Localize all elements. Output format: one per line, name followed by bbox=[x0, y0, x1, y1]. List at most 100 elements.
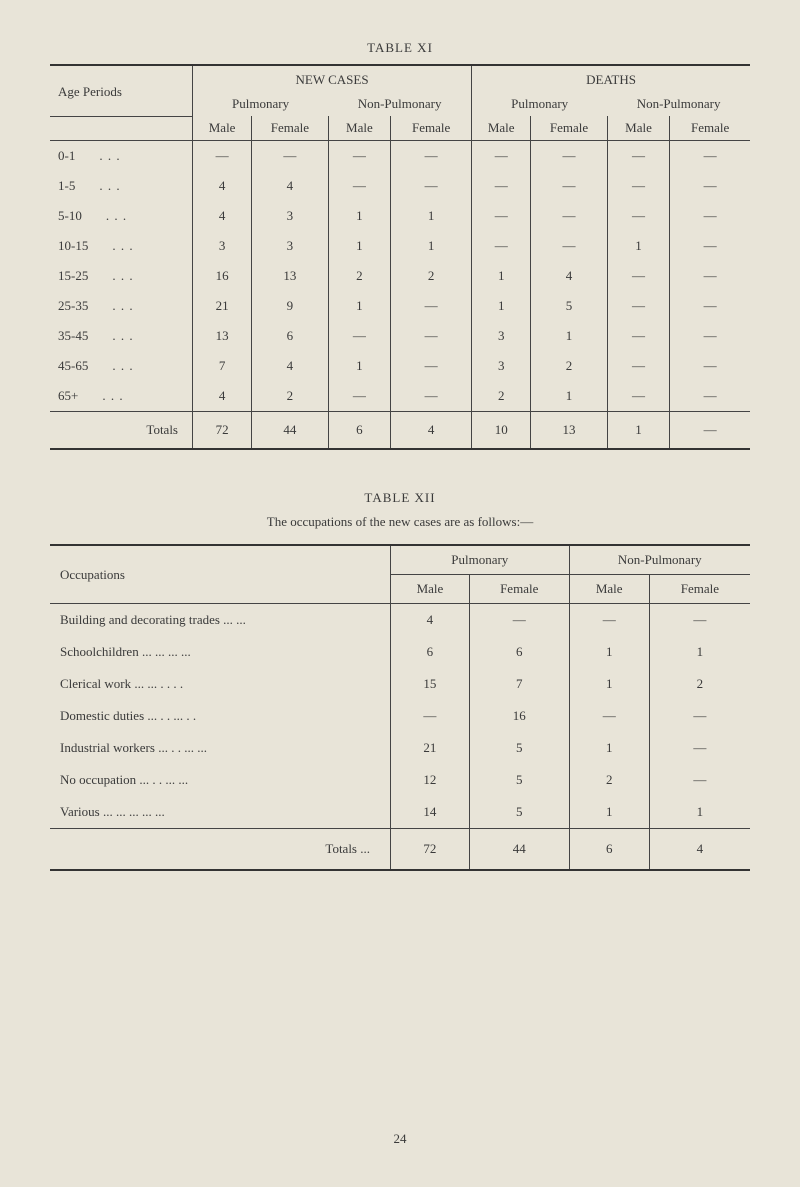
cell: — bbox=[607, 321, 670, 351]
cell: — bbox=[469, 604, 569, 637]
t1-tot-ncnf: 4 bbox=[391, 412, 472, 450]
cell: — bbox=[649, 732, 750, 764]
col-d-nonpulmonary: Non-Pulmonary bbox=[607, 92, 750, 116]
cell: 2 bbox=[391, 261, 472, 291]
cell: — bbox=[569, 604, 649, 637]
cell: 35-45. . . bbox=[50, 321, 193, 351]
t2-tot-pf: 44 bbox=[469, 829, 569, 871]
col-t2-nonpulmonary: Non-Pulmonary bbox=[569, 545, 750, 575]
cell: 9 bbox=[252, 291, 328, 321]
cell: — bbox=[607, 351, 670, 381]
page-number: 24 bbox=[50, 1131, 750, 1147]
table-row: 45-65. . .741—32—— bbox=[50, 351, 750, 381]
cell: 1 bbox=[472, 261, 531, 291]
cell: 1 bbox=[391, 201, 472, 231]
cell: 15-25. . . bbox=[50, 261, 193, 291]
cell: — bbox=[649, 764, 750, 796]
t1-tot-dnm: 1 bbox=[607, 412, 670, 450]
cell: 13 bbox=[193, 321, 252, 351]
cell: 7 bbox=[193, 351, 252, 381]
cell: 2 bbox=[472, 381, 531, 412]
cell: 16 bbox=[469, 700, 569, 732]
table-row: Building and decorating trades ... ...4—… bbox=[50, 604, 750, 637]
cell: — bbox=[391, 171, 472, 201]
cell: 3 bbox=[472, 321, 531, 351]
cell: 1 bbox=[328, 291, 391, 321]
cell: — bbox=[391, 141, 472, 172]
cell: 16 bbox=[193, 261, 252, 291]
cell: — bbox=[391, 291, 472, 321]
col-t2-pf: Female bbox=[469, 575, 569, 604]
cell: — bbox=[670, 201, 750, 231]
col-t2-nf: Female bbox=[649, 575, 750, 604]
table-row: 1-5. . .44—————— bbox=[50, 171, 750, 201]
t2-tot-nm: 6 bbox=[569, 829, 649, 871]
cell: 1 bbox=[649, 636, 750, 668]
col-deaths: DEATHS bbox=[472, 65, 750, 92]
cell: Building and decorating trades ... ... bbox=[50, 604, 391, 637]
table2-caption: The occupations of the new cases are as … bbox=[50, 514, 750, 530]
cell: — bbox=[391, 321, 472, 351]
cell: — bbox=[391, 381, 472, 412]
col-d-nm: Male bbox=[607, 116, 670, 141]
col-d-pf: Female bbox=[531, 116, 607, 141]
cell: — bbox=[670, 171, 750, 201]
cell: — bbox=[670, 141, 750, 172]
col-age-periods: Age Periods bbox=[50, 65, 193, 116]
table-row: 5-10. . .4311———— bbox=[50, 201, 750, 231]
cell: 5 bbox=[469, 764, 569, 796]
table-row: Industrial workers ... . . ... ...2151— bbox=[50, 732, 750, 764]
table-row: 0-1. . .———————— bbox=[50, 141, 750, 172]
col-nc-pf: Female bbox=[252, 116, 328, 141]
cell: 1 bbox=[607, 231, 670, 261]
cell: 65+. . . bbox=[50, 381, 193, 412]
cell: 4 bbox=[252, 171, 328, 201]
table1-title: TABLE XI bbox=[50, 40, 750, 56]
cell: — bbox=[670, 261, 750, 291]
t1-tot-ncpm: 72 bbox=[193, 412, 252, 450]
cell: — bbox=[328, 141, 391, 172]
table-row: 35-45. . .136——31—— bbox=[50, 321, 750, 351]
cell: 1 bbox=[531, 381, 607, 412]
cell: — bbox=[607, 201, 670, 231]
cell: — bbox=[649, 700, 750, 732]
cell: 4 bbox=[391, 604, 470, 637]
cell: 1 bbox=[649, 796, 750, 829]
cell: 3 bbox=[472, 351, 531, 381]
cell: 14 bbox=[391, 796, 470, 829]
cell: — bbox=[607, 141, 670, 172]
cell: 2 bbox=[328, 261, 391, 291]
cell: 5 bbox=[531, 291, 607, 321]
cell: No occupation ... . . ... ... bbox=[50, 764, 391, 796]
cell: Domestic duties ... . . ... . . bbox=[50, 700, 391, 732]
cell: — bbox=[670, 291, 750, 321]
cell: 6 bbox=[391, 636, 470, 668]
cell: 2 bbox=[649, 668, 750, 700]
cell: — bbox=[252, 141, 328, 172]
col-t2-pm: Male bbox=[391, 575, 470, 604]
cell: 1 bbox=[472, 291, 531, 321]
cell: — bbox=[193, 141, 252, 172]
cell: Various ... ... ... ... ... bbox=[50, 796, 391, 829]
col-new-cases: NEW CASES bbox=[193, 65, 472, 92]
cell: — bbox=[328, 321, 391, 351]
cell: — bbox=[328, 381, 391, 412]
cell: 2 bbox=[569, 764, 649, 796]
cell: — bbox=[607, 261, 670, 291]
table-row: Schoolchildren ... ... ... ...6611 bbox=[50, 636, 750, 668]
col-t2-nm: Male bbox=[569, 575, 649, 604]
cell: 13 bbox=[252, 261, 328, 291]
cell: — bbox=[670, 381, 750, 412]
cell: — bbox=[472, 201, 531, 231]
t1-totals-label: Totals bbox=[50, 412, 193, 450]
col-d-pulmonary: Pulmonary bbox=[472, 92, 608, 116]
table-row: No occupation ... . . ... ...1252— bbox=[50, 764, 750, 796]
col-blank bbox=[50, 116, 193, 141]
col-nc-nonpulmonary: Non-Pulmonary bbox=[328, 92, 472, 116]
cell: 3 bbox=[193, 231, 252, 261]
cell: Industrial workers ... . . ... ... bbox=[50, 732, 391, 764]
cell: 7 bbox=[469, 668, 569, 700]
col-nc-nm: Male bbox=[328, 116, 391, 141]
table1: Age Periods NEW CASES DEATHS Pulmonary N… bbox=[50, 64, 750, 450]
cell: 25-35. . . bbox=[50, 291, 193, 321]
